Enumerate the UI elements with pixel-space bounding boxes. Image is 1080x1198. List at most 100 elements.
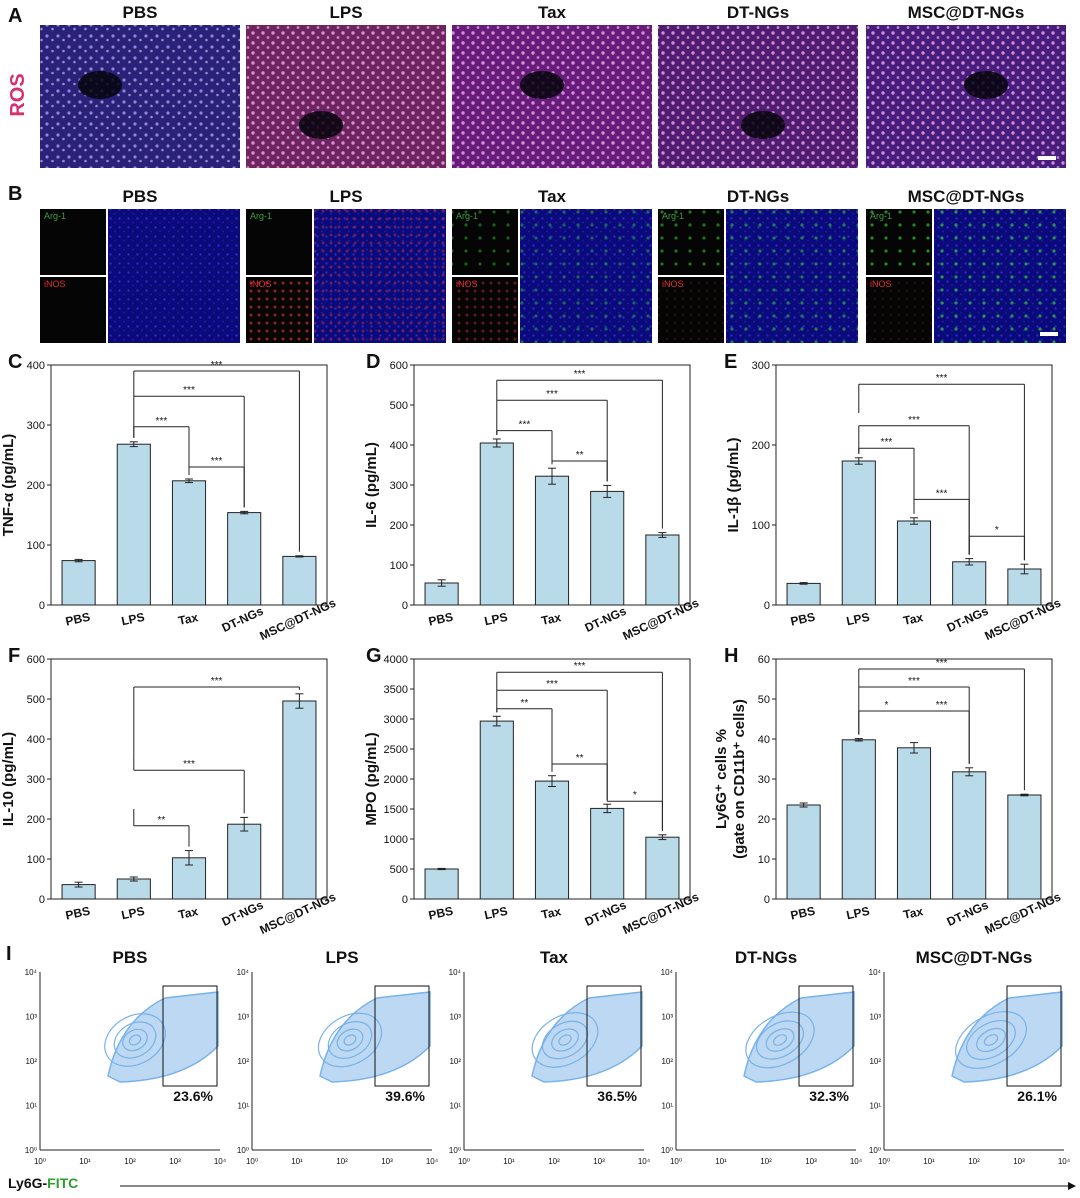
bar-DT-NGs xyxy=(227,823,262,900)
panel-b-title-0: PBS xyxy=(123,187,158,206)
y-tick-label: 100 xyxy=(390,560,408,572)
flow-x-tick: 10⁰ xyxy=(34,1157,46,1166)
b-scale-bar xyxy=(1040,332,1058,336)
flow-x-tick: 10² xyxy=(548,1157,560,1166)
flow-title-1: LPS xyxy=(325,948,358,967)
y-tick-label: 400 xyxy=(27,360,45,372)
y-tick-label: 3000 xyxy=(384,714,408,726)
flow-x-tick: 10² xyxy=(760,1157,772,1166)
flow-y-tick: 10⁰ xyxy=(25,1146,37,1155)
y-tick-label: 50 xyxy=(758,694,770,706)
flow-x-tick: 10⁴ xyxy=(214,1157,227,1166)
sig-label: *** xyxy=(936,700,948,711)
panel-b-title-3: DT-NGs xyxy=(727,187,789,206)
flow-contour xyxy=(317,1012,383,1068)
merge-red-1 xyxy=(314,209,446,343)
flow-y-tick: 10⁰ xyxy=(661,1146,673,1155)
panel-b-title-4: MSC@DT-NGs xyxy=(908,187,1025,206)
y-tick-label: 30 xyxy=(758,774,770,786)
y-tick-label: 300 xyxy=(390,480,408,492)
flow-title-2: Tax xyxy=(540,948,569,967)
x-category-label: LPS xyxy=(120,610,146,629)
flow-y-tick: 10¹ xyxy=(869,1102,881,1111)
bar-Tax xyxy=(896,747,932,900)
flow-y-tick: 10³ xyxy=(661,1013,673,1022)
flow-contour xyxy=(531,1012,599,1068)
y-tick-label: 400 xyxy=(27,734,45,746)
bar-MSC@DT-NGs xyxy=(282,700,317,900)
flow-contour xyxy=(976,1027,1006,1053)
panel-a-title-4: MSC@DT-NGs xyxy=(908,3,1025,22)
sig-label: * xyxy=(633,790,637,801)
merge-green-2 xyxy=(520,209,652,343)
bar-Tax xyxy=(896,520,932,606)
flow-gate xyxy=(162,985,218,1087)
y-tick-label: 600 xyxy=(27,654,45,666)
sig-label: *** xyxy=(156,416,168,427)
ros-label: ROS xyxy=(7,73,29,116)
flow-gate xyxy=(374,985,430,1087)
panel-b-title-2: Tax xyxy=(538,187,567,206)
y-tick-label: 60 xyxy=(758,654,770,666)
sig-label: ** xyxy=(521,698,529,709)
y-axis-label: IL-1β (pg/mL) xyxy=(725,438,742,533)
sig-label: *** xyxy=(936,373,948,384)
inos-label-0: iNOS xyxy=(44,279,66,289)
bar-MSC@DT-NGs xyxy=(645,836,680,900)
flow-x-tick: 10³ xyxy=(1013,1157,1025,1166)
chart-g: G 0 500 1000 1500 2000 2500 3000 3500 4000 MPO (pg… xyxy=(363,645,701,937)
y-tick-label: 500 xyxy=(390,400,408,412)
panel-a-title-0: PBS xyxy=(123,3,158,22)
arg1-cells-3 xyxy=(658,209,724,275)
arg1-image-0 xyxy=(40,209,106,275)
flow-x-tick: 10¹ xyxy=(923,1157,935,1166)
flow-x-tick: 10³ xyxy=(805,1157,817,1166)
ros-scale-bar xyxy=(1038,156,1056,160)
panel-b: PBS Arg-1 iNOS LPS Arg-1 iNOS Tax Arg-1 iNOS DT-N… xyxy=(40,187,1066,343)
inos-image-0 xyxy=(40,277,106,343)
bar-DT-NGs xyxy=(227,512,262,606)
x-category-label: PBS xyxy=(427,904,454,923)
flow-y-tick: 10¹ xyxy=(25,1102,37,1111)
y-tick-label: 300 xyxy=(27,774,45,786)
flow-contour xyxy=(755,1020,805,1060)
flow-gate-percent-0: 23.6% xyxy=(173,1088,213,1104)
y-tick-label: 1500 xyxy=(384,804,408,816)
x-category-label: Tax xyxy=(177,610,200,628)
flow-y-tick: 10¹ xyxy=(237,1102,249,1111)
flow-x-tick: 10³ xyxy=(593,1157,605,1166)
inos-label-2: iNOS xyxy=(456,279,478,289)
bar-Tax xyxy=(534,780,570,900)
x-category-label: Tax xyxy=(902,904,925,922)
ros-image-void-3 xyxy=(741,111,785,139)
flow-x-tick: 10³ xyxy=(381,1157,393,1166)
y-tick-label: 1000 xyxy=(384,834,408,846)
flow-x-tick: 10¹ xyxy=(79,1157,91,1166)
flow-contour xyxy=(955,1011,1027,1069)
y-axis-label: TNF-α (pg/mL) xyxy=(0,434,17,537)
bar-DT-NGs xyxy=(952,561,987,606)
flow-title-4: MSC@DT-NGs xyxy=(916,948,1033,967)
flow-contour xyxy=(558,1034,572,1046)
sig-label: *** xyxy=(211,360,223,371)
y-tick-label: 100 xyxy=(27,854,45,866)
ros-image-void-0 xyxy=(78,71,122,99)
bar-MSC@DT-NGs xyxy=(282,555,317,606)
flow-contour xyxy=(541,1020,589,1060)
flow-contour xyxy=(122,1028,148,1052)
bar-LPS xyxy=(116,878,151,900)
panel-letter-g: G xyxy=(366,645,382,667)
x-category-label: LPS xyxy=(845,904,871,923)
merge-nuclei-0 xyxy=(108,209,240,343)
flow-gate-percent-4: 26.1% xyxy=(1017,1088,1057,1104)
y-tick-label: 2500 xyxy=(384,744,408,756)
y-tick-label: 200 xyxy=(390,520,408,532)
flow-gate xyxy=(586,985,642,1087)
x-category-label: Tax xyxy=(540,610,563,628)
merge-green-4 xyxy=(934,209,1066,343)
y-tick-label: 200 xyxy=(27,480,45,492)
y-tick-label: 500 xyxy=(27,694,45,706)
y-tick-label: 3500 xyxy=(384,684,408,696)
y-tick-label: 0 xyxy=(402,894,408,906)
flow-y-tick: 10³ xyxy=(237,1013,249,1022)
